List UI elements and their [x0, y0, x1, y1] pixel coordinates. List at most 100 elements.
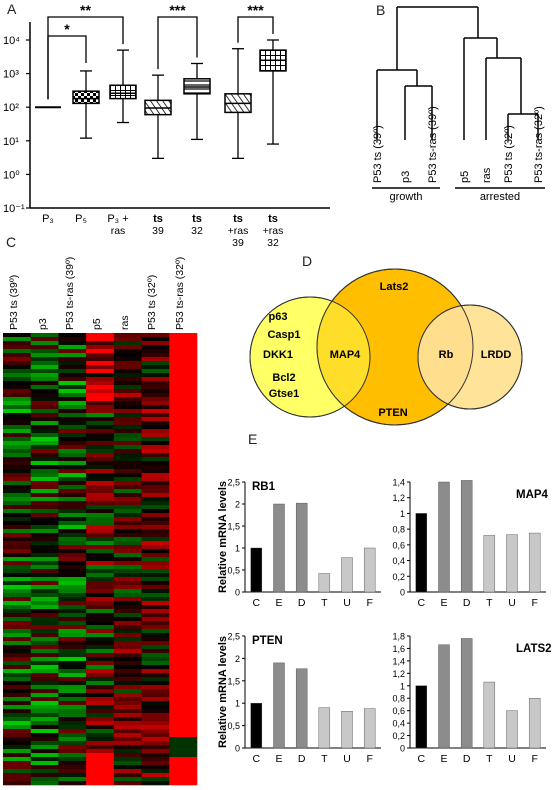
panel-d-venn: p63 Casp1 DKK1 Bcl2 Gtse1 MAP4 Lats2 PTE… — [249, 268, 523, 426]
bar-chart-ytick-label: 2,5 — [227, 632, 240, 642]
bar-chart-lats2: 0 0,2 0,4 0,6 0,8 1 1,2 1,4 1,6 1,8 C E D T U F LATS2 — [392, 632, 551, 766]
significance-stars: * — [64, 21, 70, 37]
heatmap-column-label: P53 ts-ras (39º) — [64, 257, 76, 330]
bar — [506, 534, 518, 593]
bar — [341, 557, 353, 593]
bar — [363, 708, 376, 749]
venn-label-bcl2: Bcl2 — [272, 372, 295, 384]
heatmap-column-label: p5 — [91, 318, 103, 330]
bar-chart-ytick-label: 0,2 — [392, 572, 405, 582]
venn-label-p63: p63 — [269, 311, 288, 323]
bar-chart-ytick-label: 1,5 — [227, 676, 240, 686]
bar-chart-ytick-label: 1,5 — [227, 522, 240, 532]
bar-chart-ytick-label: 1 — [235, 544, 240, 554]
panel-a-xlabel-sub2: 39 — [232, 237, 244, 249]
bar-category-label: E — [440, 597, 447, 609]
bar — [273, 503, 285, 593]
heatmap-column-label: P53 ts (32º) — [146, 275, 158, 330]
bar-chart-ytick-label: 0,5 — [227, 721, 240, 731]
bar — [483, 681, 496, 749]
bar-category-label: T — [321, 753, 328, 765]
bar — [460, 480, 473, 593]
significance-stars: *** — [247, 2, 264, 18]
bar — [483, 535, 496, 593]
bar — [318, 707, 331, 749]
significance-stars: ** — [80, 2, 91, 18]
panel-a-xlabel-sub2: 32 — [267, 237, 279, 249]
bar-category-label: F — [531, 753, 537, 765]
bar-category-label: U — [343, 597, 351, 609]
panel-a-xlabel-sub: +ras — [263, 225, 284, 237]
panel-a-xlabel: ts — [233, 213, 243, 225]
venn-label-pten: PTEN — [378, 407, 407, 419]
bar-category-label: E — [275, 753, 282, 765]
panel-a-xlabel-sub: 39 — [152, 225, 164, 237]
panel-a-xlabel: P₃ — [42, 213, 54, 225]
bar-category-label: F — [366, 753, 372, 765]
bar-chart-ytick-label: 2 — [235, 500, 240, 510]
panel-a-ytick-label: 10⁴ — [3, 35, 20, 47]
panel-a-ytick-label: 10² — [3, 102, 19, 114]
significance-bracket — [47, 35, 87, 100]
bar-chart-ytick-label: 1,4 — [392, 656, 405, 666]
venn-label-gtse1: Gtse1 — [269, 388, 300, 400]
panel-a-ytick-label: 10¹ — [3, 136, 19, 148]
group-label-growth: growth — [389, 191, 422, 203]
bar-category-label: D — [463, 753, 471, 765]
box-body — [72, 90, 100, 105]
box-4 — [183, 62, 211, 141]
panel-a-xlabel: ts — [268, 213, 278, 225]
significance-bracket — [47, 16, 124, 100]
panel-a-xlabel: ts — [153, 213, 163, 225]
bar-chart-ytick-label: 0,4 — [392, 719, 405, 729]
bar — [295, 668, 308, 749]
bar-chart-ytick-label: 1 — [235, 699, 240, 709]
bar-chart-ytick-label: 1 — [400, 509, 405, 519]
bar-chart-ytick-label: 0,4 — [392, 556, 405, 566]
bar-chart-ytick-label: 1,8 — [392, 632, 405, 642]
bar-category-label: U — [343, 753, 351, 765]
bar-chart-ytick-label: 2 — [235, 654, 240, 664]
bar-category-label: U — [508, 753, 516, 765]
bar-chart-ytick-label: 0,8 — [392, 694, 405, 704]
bar-chart-ytick-label: 1,6 — [392, 644, 405, 654]
bar-category-label: C — [253, 597, 261, 609]
box-5 — [224, 48, 252, 160]
bar — [318, 573, 331, 593]
panel-a-xlabel-sub: 32 — [191, 225, 203, 237]
bar — [528, 698, 541, 749]
bar-chart-ytick-label: 1,4 — [392, 478, 405, 488]
bar-category-label: T — [486, 753, 493, 765]
significance-stars: *** — [169, 2, 186, 18]
venn-label-dkk1: DKK1 — [263, 349, 293, 361]
bar-chart-title: LATS2 — [516, 643, 552, 655]
heatmap-column-label: ras — [119, 315, 131, 330]
bar-chart-ytick-label: 0,6 — [392, 540, 405, 550]
bar-chart-ytick-label: 2,5 — [227, 478, 240, 488]
bar — [438, 644, 450, 749]
venn-label-lats2: Lats2 — [380, 281, 409, 293]
bar — [363, 547, 376, 593]
cluster-arrested-link — [463, 15, 497, 140]
heatmap-column-label: P53 ts-ras (32º) — [174, 257, 186, 330]
bar — [415, 685, 428, 749]
panel-a-ytick-label: 10⁰ — [3, 169, 20, 181]
bar-chart-ylabel: Relative mRNA levels — [217, 636, 229, 748]
bar-chart-ytick-label: 0,5 — [227, 566, 240, 576]
panel-letter-d: D — [302, 253, 312, 269]
panel-letter-e: E — [248, 431, 257, 447]
bar-category-label: F — [531, 597, 537, 609]
bar-chart-ytick-label: 1 — [400, 681, 405, 691]
group-label-arrested: arrested — [480, 191, 520, 203]
dendrogram-leaf-label: P53 ts-ras (39º) — [427, 106, 439, 183]
bar-chart-ytick-label: 0 — [235, 744, 240, 754]
venn-label-casp1: Casp1 — [267, 329, 300, 341]
panel-a-ytick-label: 10⁻¹ — [3, 203, 25, 215]
panel-e-bar-charts: 0 0,5 1 1,5 2 2,5 C E D T U F RB1 Relative mRNA level… — [217, 478, 552, 766]
bar-category-label: D — [298, 597, 306, 609]
bar — [438, 481, 450, 593]
bar — [528, 532, 541, 593]
bar — [341, 711, 353, 749]
